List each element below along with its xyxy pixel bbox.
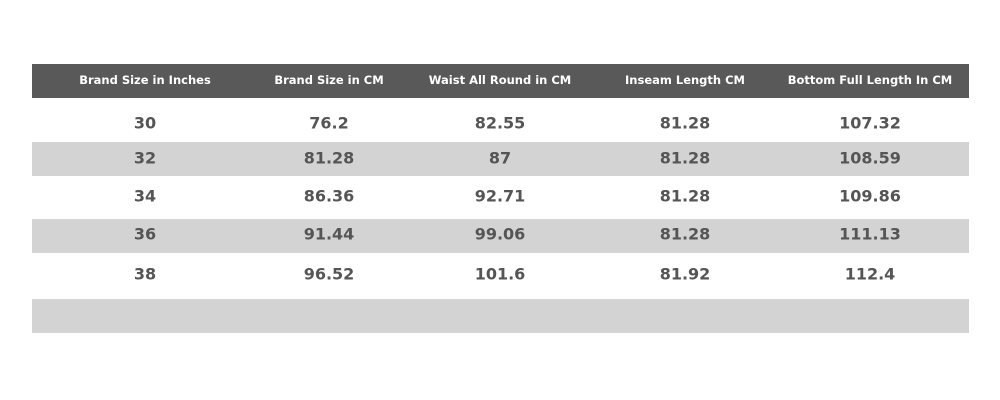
table-cell: 81.28 — [303, 148, 355, 168]
table-cell: 92.71 — [474, 186, 526, 206]
table-cell: 38 — [133, 264, 157, 284]
table-cell: 91.44 — [303, 224, 355, 244]
table-cell: 81.28 — [659, 224, 711, 244]
table-cell: 32 — [133, 148, 157, 168]
table-cell: 111.13 — [839, 224, 901, 244]
table-cell: 107.32 — [839, 113, 901, 133]
table-cell: 36 — [133, 224, 157, 244]
table-cell: 81.28 — [659, 186, 711, 206]
table-cell: 81.28 — [659, 148, 711, 168]
table-cell: 82.55 — [474, 113, 526, 133]
column-header: Bottom Full Length In CM — [787, 73, 953, 87]
table-cell: 34 — [133, 186, 157, 206]
table-cell: 86.36 — [303, 186, 355, 206]
column-header: Inseam Length CM — [625, 73, 745, 87]
header-band — [32, 64, 969, 98]
table-cell: 101.6 — [474, 264, 526, 284]
table-cell: 99.06 — [474, 224, 526, 244]
table-cell: 96.52 — [303, 264, 355, 284]
empty-row-band — [32, 299, 969, 333]
table-cell: 30 — [133, 113, 157, 133]
table-cell: 112.4 — [844, 264, 896, 284]
table-cell: 87 — [488, 148, 512, 168]
table-cell: 81.92 — [659, 264, 711, 284]
table-cell: 109.86 — [839, 186, 901, 206]
row-band — [32, 219, 969, 253]
row-band — [32, 142, 969, 176]
table-cell: 108.59 — [839, 148, 901, 168]
column-header: Waist All Round in CM — [428, 73, 572, 87]
column-header: Brand Size in Inches — [79, 73, 211, 87]
table-cell: 76.2 — [309, 113, 349, 133]
column-header: Brand Size in CM — [274, 73, 384, 87]
table-cell: 81.28 — [659, 113, 711, 133]
